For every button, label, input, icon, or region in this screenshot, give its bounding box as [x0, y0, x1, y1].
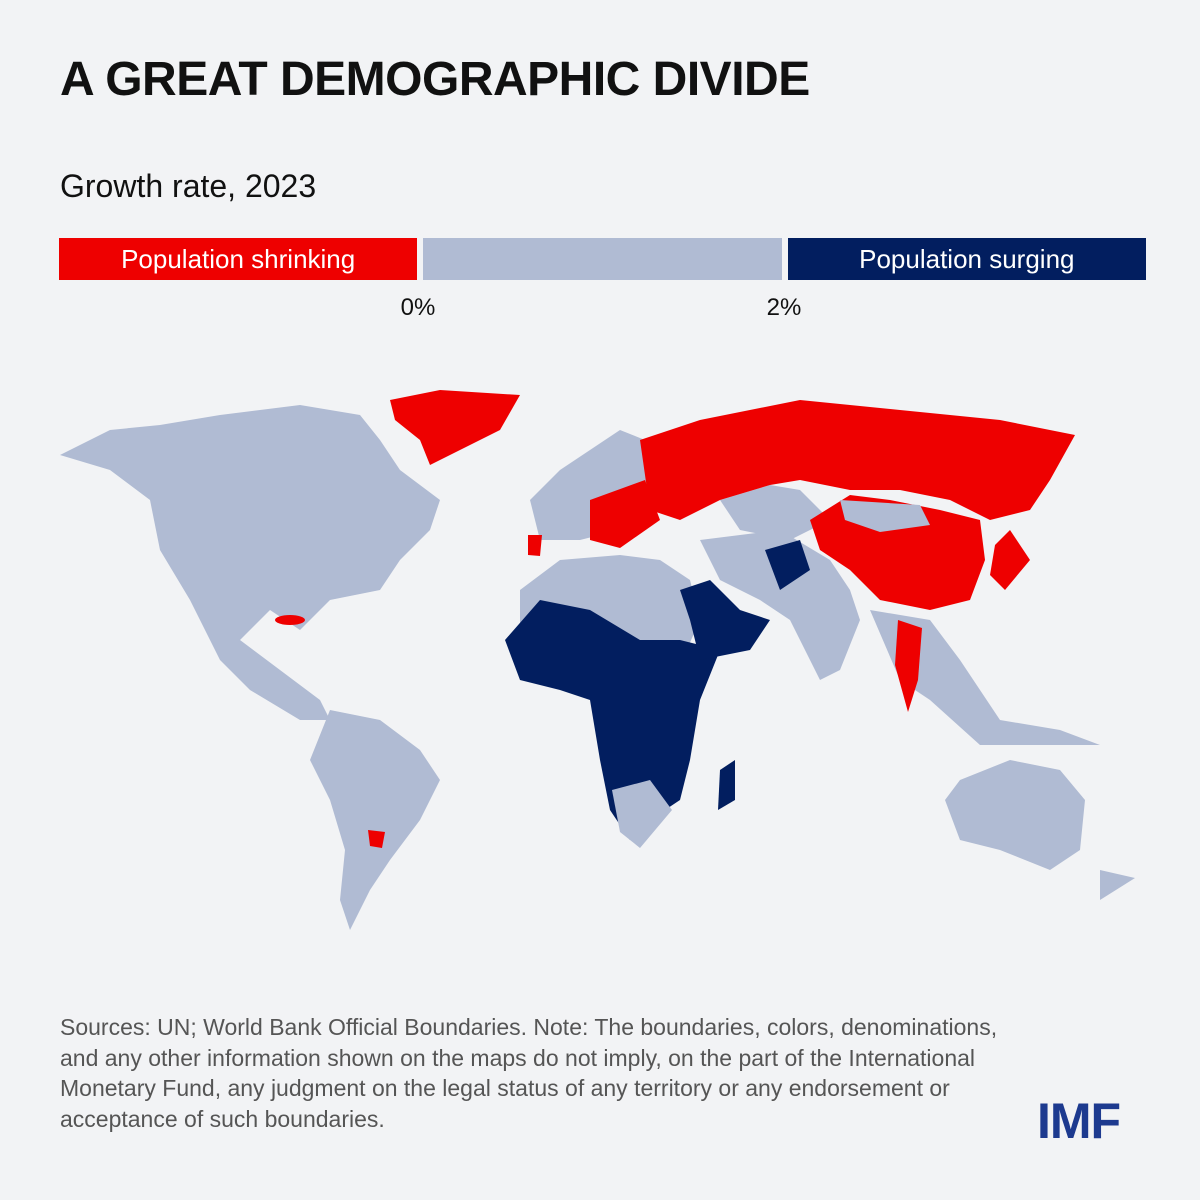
thailand-myanmar — [895, 620, 922, 712]
arabian-peninsula — [680, 580, 770, 660]
color-legend: Population shrinking Population surging — [59, 238, 1146, 280]
afghanistan — [765, 540, 810, 590]
japan-korea — [990, 530, 1030, 590]
legend-shrinking: Population shrinking — [59, 238, 418, 280]
legend-moderate — [423, 238, 782, 280]
legend-tick-2: 2% — [766, 294, 802, 321]
world-map — [60, 390, 1135, 930]
greenland — [390, 390, 520, 465]
legend-tick-0: 0% — [400, 294, 436, 321]
southeast-asia — [870, 610, 1100, 745]
madagascar — [718, 760, 735, 810]
mongolia — [840, 500, 930, 532]
source-note: Sources: UN; World Bank Official Boundar… — [60, 1014, 998, 1132]
imf-logo: IMF — [1037, 1093, 1121, 1149]
cuba — [275, 615, 305, 625]
north-america — [60, 405, 440, 720]
china — [810, 495, 985, 610]
new-zealand — [1100, 870, 1135, 900]
kazakhstan — [720, 485, 830, 540]
eastern-europe — [590, 480, 660, 548]
legend-surging: Population surging — [787, 238, 1146, 280]
southern-africa — [612, 780, 672, 848]
page-title: A GREAT DEMOGRAPHIC DIVIDE — [60, 53, 810, 106]
uruguay — [368, 830, 385, 848]
south-america — [310, 710, 440, 930]
australia — [945, 760, 1085, 870]
russia — [640, 400, 1075, 520]
middle-east-south-asia — [700, 530, 860, 680]
iberia — [528, 535, 542, 556]
sub-saharan-africa — [505, 600, 720, 840]
subtitle: Growth rate, 2023 — [60, 168, 317, 204]
